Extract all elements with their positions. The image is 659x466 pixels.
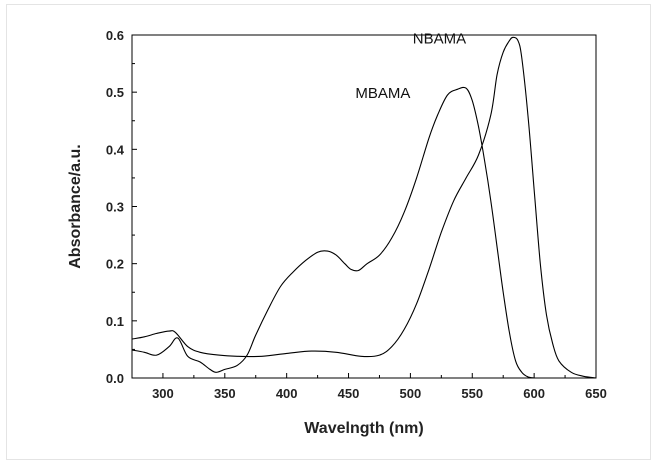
y-tick-label: 0.0 [106, 371, 124, 386]
x-tick-label: 500 [400, 386, 422, 401]
x-tick-label: 350 [214, 386, 236, 401]
chart-frame [6, 4, 651, 460]
y-tick-label: 0.4 [106, 142, 125, 157]
y-tick-label: 0.2 [106, 257, 124, 272]
y-tick-label: 0.6 [106, 28, 124, 43]
x-tick-label: 300 [152, 386, 174, 401]
y-axis-title: Absorbance/a.u. [67, 144, 84, 268]
y-tick-label: 0.1 [106, 314, 124, 329]
x-axis-title: Wavelngth (nm) [304, 420, 423, 437]
series-line-nbama [131, 36, 597, 379]
series-line-mbama [131, 86, 535, 379]
x-axis-ticks: 300 350 400 450 500 550 600 650 [152, 373, 607, 401]
y-tick-label: 0.5 [106, 85, 124, 100]
annotation-layer: MBAMA NBAMA [355, 31, 466, 102]
x-tick-label: 550 [461, 386, 483, 401]
y-axis-ticks: 0.0 0.1 0.2 0.3 0.4 0.5 0.6 [106, 28, 137, 386]
series-layer [131, 36, 597, 379]
series-label-nbama: NBAMA [413, 31, 466, 48]
y-tick-label: 0.3 [106, 200, 124, 215]
x-tick-label: 650 [585, 386, 607, 401]
x-tick-label: 600 [523, 386, 545, 401]
series-label-mbama: MBAMA [355, 85, 410, 102]
x-tick-label: 400 [276, 386, 298, 401]
x-tick-label: 450 [338, 386, 360, 401]
